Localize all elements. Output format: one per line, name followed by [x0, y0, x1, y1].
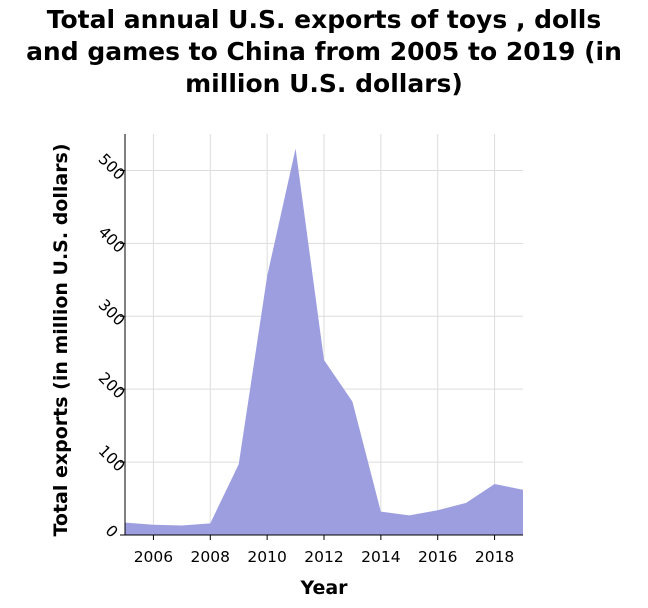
y-tick-label-500: 500: [95, 150, 129, 184]
axes: [120, 134, 523, 540]
chart-title-line-2: and games to China from 2005 to 2019 (in: [26, 37, 622, 66]
exports-area-series: [125, 148, 523, 535]
x-tick-label-2010: 2010: [247, 548, 286, 566]
x-tick-label-2006: 2006: [134, 548, 173, 566]
y-tick-label-300: 300: [95, 296, 129, 330]
y-tick-label-400: 400: [95, 223, 129, 257]
x-tick-label-2016: 2016: [418, 548, 457, 566]
x-tick-label-2008: 2008: [191, 548, 230, 566]
y-axis-label: Total exports (in million U.S. dollars): [50, 143, 72, 536]
x-tick-labels: 2006 2008 2010 2012 2014 2016 2018: [134, 548, 515, 566]
y-tick-label-200: 200: [95, 369, 129, 403]
y-tick-label-0: 0: [102, 522, 122, 542]
x-axis-label: Year: [299, 577, 348, 599]
x-tick-label-2014: 2014: [361, 548, 400, 566]
x-tick-label-2012: 2012: [304, 548, 343, 566]
y-tick-labels: 0 100 200 300 400 500: [95, 150, 129, 541]
x-tick-label-2018: 2018: [475, 548, 514, 566]
chart-title-line-3: million U.S. dollars): [185, 69, 463, 98]
chart-title: Total annual U.S. exports of toys , doll…: [26, 5, 622, 98]
chart-title-line-1: Total annual U.S. exports of toys , doll…: [47, 5, 601, 34]
y-tick-label-100: 100: [95, 442, 129, 476]
plot-area: [125, 148, 523, 535]
